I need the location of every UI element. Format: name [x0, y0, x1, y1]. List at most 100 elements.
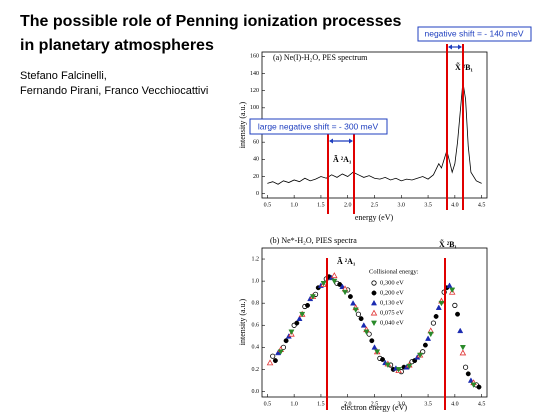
data-point	[342, 289, 349, 296]
x-tick-label: 3.0	[398, 202, 406, 208]
data-point	[417, 352, 424, 359]
data-point	[358, 316, 364, 322]
data-point	[467, 377, 474, 383]
y-tick-label: 0.6	[252, 323, 260, 329]
legend-label: 0,040 eV	[380, 319, 404, 326]
x-tick-label: 3.0	[398, 401, 406, 407]
legend-label: 0,200 eV	[380, 289, 404, 296]
y-tick-label: 20	[253, 174, 259, 180]
data-point	[459, 349, 467, 356]
author: Stefano Falcinelli,	[20, 70, 107, 82]
y-tick-label: 0.8	[252, 301, 260, 307]
data-point	[455, 311, 460, 317]
legend-title: Collisional energy:	[369, 268, 419, 275]
annotation-box	[417, 26, 532, 42]
data-point	[462, 364, 469, 370]
data-point	[422, 342, 428, 348]
data-point	[288, 329, 295, 335]
data-point	[294, 320, 300, 326]
x-tick-label: 1.0	[290, 401, 298, 407]
annotation-box	[249, 118, 388, 135]
data-point	[465, 371, 471, 377]
data-line	[267, 81, 482, 185]
x-tick-label: 1.5	[317, 401, 325, 407]
y-tick-label: 0	[256, 191, 259, 197]
data-point	[305, 302, 310, 308]
data-point	[352, 307, 359, 313]
y-tick-label: 100	[250, 105, 259, 111]
y-tick-label: 0.4	[252, 345, 260, 351]
peak-label: X̃ ²B₁	[455, 62, 474, 72]
x-tick-label: 2.0	[344, 401, 352, 407]
legend-marker	[370, 299, 378, 306]
legend-label: 0,075 eV	[380, 309, 404, 316]
data-point	[299, 311, 306, 318]
y-tick-label: 1.0	[252, 278, 260, 284]
data-point	[266, 359, 274, 366]
data-point	[374, 349, 381, 355]
data-point	[476, 384, 482, 390]
y-axis-label: intensity (a.u.)	[238, 101, 247, 148]
peak-label: X̃ ²B₁	[439, 239, 458, 249]
x-tick-label: 2.0	[344, 202, 352, 208]
legend-marker	[371, 280, 377, 286]
data-point	[425, 335, 432, 341]
data-point	[430, 320, 437, 326]
x-tick-label: 3.5	[424, 401, 432, 407]
annotation: negative shift = - 140 meV	[425, 28, 524, 38]
data-point	[339, 283, 346, 289]
data-point	[270, 353, 276, 359]
data-point	[395, 367, 402, 373]
x-tick-label: 4.5	[478, 202, 486, 208]
x-axis-label: energy (eV)	[355, 213, 394, 222]
y-tick-label: 0.2	[252, 367, 260, 373]
y-tick-label: 120	[250, 88, 259, 94]
peak-label: Ã ²A₁	[337, 257, 356, 266]
data-point	[459, 345, 466, 351]
y-tick-label: 160	[250, 54, 259, 60]
data-point	[449, 287, 456, 294]
data-point	[347, 294, 353, 300]
slide-title: The possible role of Penning ionization …	[20, 13, 402, 30]
data-point	[296, 315, 303, 321]
x-tick-label: 1.0	[290, 202, 298, 208]
data-point	[355, 311, 362, 317]
x-tick-label: 3.5	[424, 202, 432, 208]
y-tick-label: 140	[250, 71, 259, 77]
slide-title: in planetary atmospheres	[20, 37, 214, 54]
data-point	[427, 331, 434, 338]
data-point	[406, 363, 413, 370]
chart-title: (a) Ne(I)-H₂O, PES spectrum	[273, 53, 368, 62]
legend-label: 0,130 eV	[380, 299, 404, 306]
data-point	[384, 362, 391, 369]
data-point	[369, 338, 375, 344]
data-point	[363, 329, 370, 335]
y-tick-label: 60	[253, 140, 259, 146]
data-point	[457, 327, 464, 334]
annotations: negative shift = - 140 meV large negativ…	[249, 26, 532, 410]
data-point	[350, 300, 357, 306]
data-point	[272, 358, 278, 364]
arrow-head	[448, 44, 462, 50]
x-axis-label: electron energy (eV)	[341, 403, 407, 412]
peak-label: Ã ²A₁	[333, 155, 352, 164]
y-tick-label: 1.2	[252, 256, 260, 262]
data-point	[283, 338, 289, 344]
data-point	[275, 349, 282, 356]
y-axis-label: intensity (a.u.)	[238, 298, 247, 345]
data-point	[277, 349, 284, 355]
x-tick-label: 4.0	[451, 401, 459, 407]
data-point	[320, 280, 327, 287]
y-tick-label: 40	[253, 157, 259, 163]
x-tick-label: 1.5	[317, 202, 325, 208]
data-point	[331, 278, 338, 285]
chart-title: (b) Ne*-H₂O, PIES spectra	[270, 236, 357, 245]
x-tick-label: 0.5	[264, 401, 272, 407]
data-point	[433, 313, 439, 319]
x-tick-label: 4.5	[478, 401, 486, 407]
x-tick-label: 2.5	[371, 401, 379, 407]
data-point	[435, 304, 442, 310]
data-point	[380, 357, 385, 362]
